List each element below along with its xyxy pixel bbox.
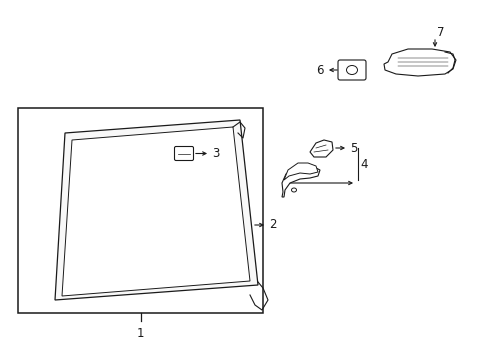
Text: 1: 1 bbox=[137, 327, 144, 340]
Text: 2: 2 bbox=[268, 219, 276, 231]
Text: 3: 3 bbox=[212, 147, 219, 160]
Polygon shape bbox=[284, 163, 317, 180]
Polygon shape bbox=[383, 49, 455, 76]
Ellipse shape bbox=[291, 188, 296, 192]
Text: 7: 7 bbox=[436, 27, 444, 40]
Polygon shape bbox=[282, 166, 319, 197]
Text: 4: 4 bbox=[359, 158, 367, 171]
Ellipse shape bbox=[346, 66, 357, 75]
Polygon shape bbox=[55, 120, 258, 300]
Bar bbox=[18, 108, 263, 313]
Text: 6: 6 bbox=[316, 63, 324, 77]
FancyBboxPatch shape bbox=[174, 147, 193, 161]
Polygon shape bbox=[309, 140, 332, 157]
FancyBboxPatch shape bbox=[337, 60, 365, 80]
Text: 5: 5 bbox=[349, 141, 357, 154]
Polygon shape bbox=[62, 127, 249, 296]
